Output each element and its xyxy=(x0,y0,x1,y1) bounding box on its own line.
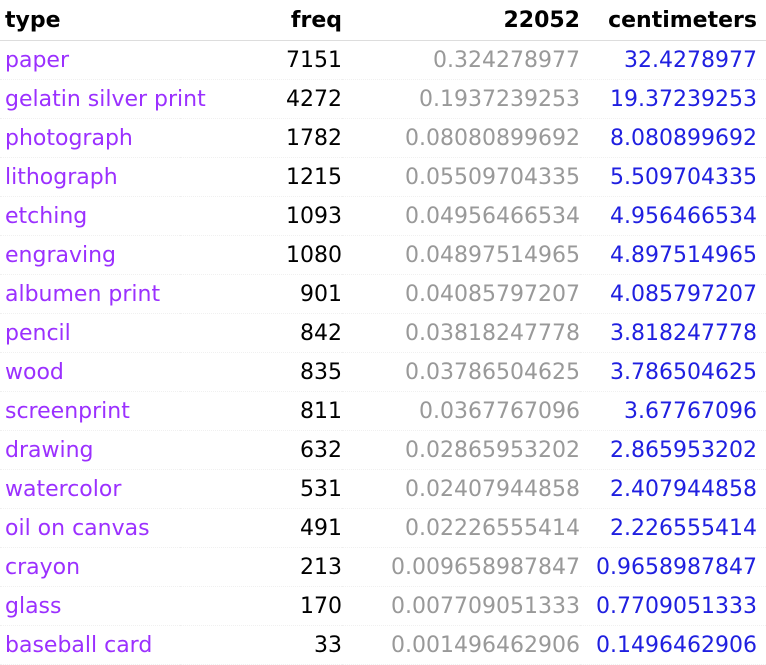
cell-type: screenprint xyxy=(0,391,180,431)
cell-freq: 1215 xyxy=(180,157,342,197)
cell-type: lithograph xyxy=(0,157,180,197)
table-row: albumen print 901 0.04085797207 4.085797207 xyxy=(0,274,766,314)
cell-freq: 632 xyxy=(180,430,342,470)
cell-fraction: 0.03818247778 xyxy=(342,313,580,353)
cell-centimeters: 3.67767096 xyxy=(580,391,766,431)
column-header-type[interactable]: type xyxy=(0,0,180,41)
table-body: paper 7151 0.324278977 32.4278977 gelatin s… xyxy=(0,40,766,665)
cell-fraction: 0.05509704335 xyxy=(342,157,580,197)
table-row: lithograph 1215 0.05509704335 5.509704335 xyxy=(0,157,766,197)
cell-freq: 842 xyxy=(180,313,342,353)
table-row: glass 170 0.007709051333 0.7709051333 xyxy=(0,586,766,626)
cell-centimeters: 3.818247778 xyxy=(580,313,766,353)
table-row: paper 7151 0.324278977 32.4278977 xyxy=(0,40,766,80)
cell-fraction: 0.03786504625 xyxy=(342,352,580,392)
cell-freq: 1093 xyxy=(180,196,342,236)
cell-freq: 811 xyxy=(180,391,342,431)
cell-freq: 1782 xyxy=(180,118,342,158)
cell-fraction: 0.0367767096 xyxy=(342,391,580,431)
cell-freq: 170 xyxy=(180,586,342,626)
cell-centimeters: 2.226555414 xyxy=(580,508,766,548)
header-row: type freq 22052 centimeters xyxy=(0,0,766,41)
cell-fraction: 0.324278977 xyxy=(342,40,580,80)
cell-type: watercolor xyxy=(0,469,180,509)
cell-fraction: 0.08080899692 xyxy=(342,118,580,158)
table-row: etching 1093 0.04956466534 4.956466534 xyxy=(0,196,766,236)
cell-fraction: 0.04956466534 xyxy=(342,196,580,236)
table-row: oil on canvas 491 0.02226555414 2.226555414 xyxy=(0,508,766,548)
cell-fraction: 0.02865953202 xyxy=(342,430,580,470)
cell-centimeters: 4.956466534 xyxy=(580,196,766,236)
cell-type: paper xyxy=(0,40,180,80)
cell-centimeters: 0.7709051333 xyxy=(580,586,766,626)
table-header: type freq 22052 centimeters xyxy=(0,0,766,41)
cell-type: drawing xyxy=(0,430,180,470)
table-row: gelatin silver print 4272 0.1937239253 19.3… xyxy=(0,79,766,119)
column-header-freq[interactable]: freq xyxy=(180,0,342,41)
cell-centimeters: 19.37239253 xyxy=(580,79,766,119)
cell-type: engraving xyxy=(0,235,180,275)
cell-type: oil on canvas xyxy=(0,508,180,548)
cell-type: photograph xyxy=(0,118,180,158)
cell-freq: 901 xyxy=(180,274,342,314)
cell-freq: 491 xyxy=(180,508,342,548)
table-row: wood 835 0.03786504625 3.786504625 xyxy=(0,352,766,392)
table-row: photograph 1782 0.08080899692 8.080899692 xyxy=(0,118,766,158)
cell-fraction: 0.007709051333 xyxy=(342,586,580,626)
cell-centimeters: 0.1496462906 xyxy=(580,625,766,665)
cell-freq: 7151 xyxy=(180,40,342,80)
cell-freq: 1080 xyxy=(180,235,342,275)
cell-fraction: 0.04085797207 xyxy=(342,274,580,314)
cell-type: glass xyxy=(0,586,180,626)
cell-centimeters: 8.080899692 xyxy=(580,118,766,158)
cell-centimeters: 0.9658987847 xyxy=(580,547,766,587)
cell-centimeters: 3.786504625 xyxy=(580,352,766,392)
cell-type: etching xyxy=(0,196,180,236)
cell-freq: 213 xyxy=(180,547,342,587)
table-row: drawing 632 0.02865953202 2.865953202 xyxy=(0,430,766,470)
table-row: screenprint 811 0.0367767096 3.67767096 xyxy=(0,391,766,431)
cell-freq: 531 xyxy=(180,469,342,509)
table-row: baseball card 33 0.001496462906 0.149646290… xyxy=(0,625,766,665)
cell-type: gelatin silver print xyxy=(0,79,206,119)
cell-type: crayon xyxy=(0,547,180,587)
cell-fraction: 0.02226555414 xyxy=(342,508,580,548)
cell-type: baseball card xyxy=(0,625,180,665)
table-row: crayon 213 0.009658987847 0.9658987847 xyxy=(0,547,766,587)
table-row: engraving 1080 0.04897514965 4.897514965 xyxy=(0,235,766,275)
column-header-fraction[interactable]: 22052 xyxy=(342,0,580,41)
cell-type: albumen print xyxy=(0,274,180,314)
cell-fraction: 0.009658987847 xyxy=(342,547,580,587)
cell-centimeters: 2.407944858 xyxy=(580,469,766,509)
cell-type: pencil xyxy=(0,313,180,353)
cell-centimeters: 32.4278977 xyxy=(580,40,766,80)
cell-centimeters: 2.865953202 xyxy=(580,430,766,470)
cell-centimeters: 4.085797207 xyxy=(580,274,766,314)
cell-centimeters: 5.509704335 xyxy=(580,157,766,197)
cell-fraction: 0.02407944858 xyxy=(342,469,580,509)
cell-centimeters: 4.897514965 xyxy=(580,235,766,275)
cell-freq: 4272 xyxy=(180,79,342,119)
cell-fraction: 0.04897514965 xyxy=(342,235,580,275)
cell-freq: 835 xyxy=(180,352,342,392)
column-header-centimeters[interactable]: centimeters xyxy=(580,0,766,41)
cell-freq: 33 xyxy=(180,625,342,665)
cell-type: wood xyxy=(0,352,180,392)
table-row: watercolor 531 0.02407944858 2.407944858 xyxy=(0,469,766,509)
cell-fraction: 0.001496462906 xyxy=(342,625,580,665)
table-row: pencil 842 0.03818247778 3.818247778 xyxy=(0,313,766,353)
cell-fraction: 0.1937239253 xyxy=(342,79,580,119)
